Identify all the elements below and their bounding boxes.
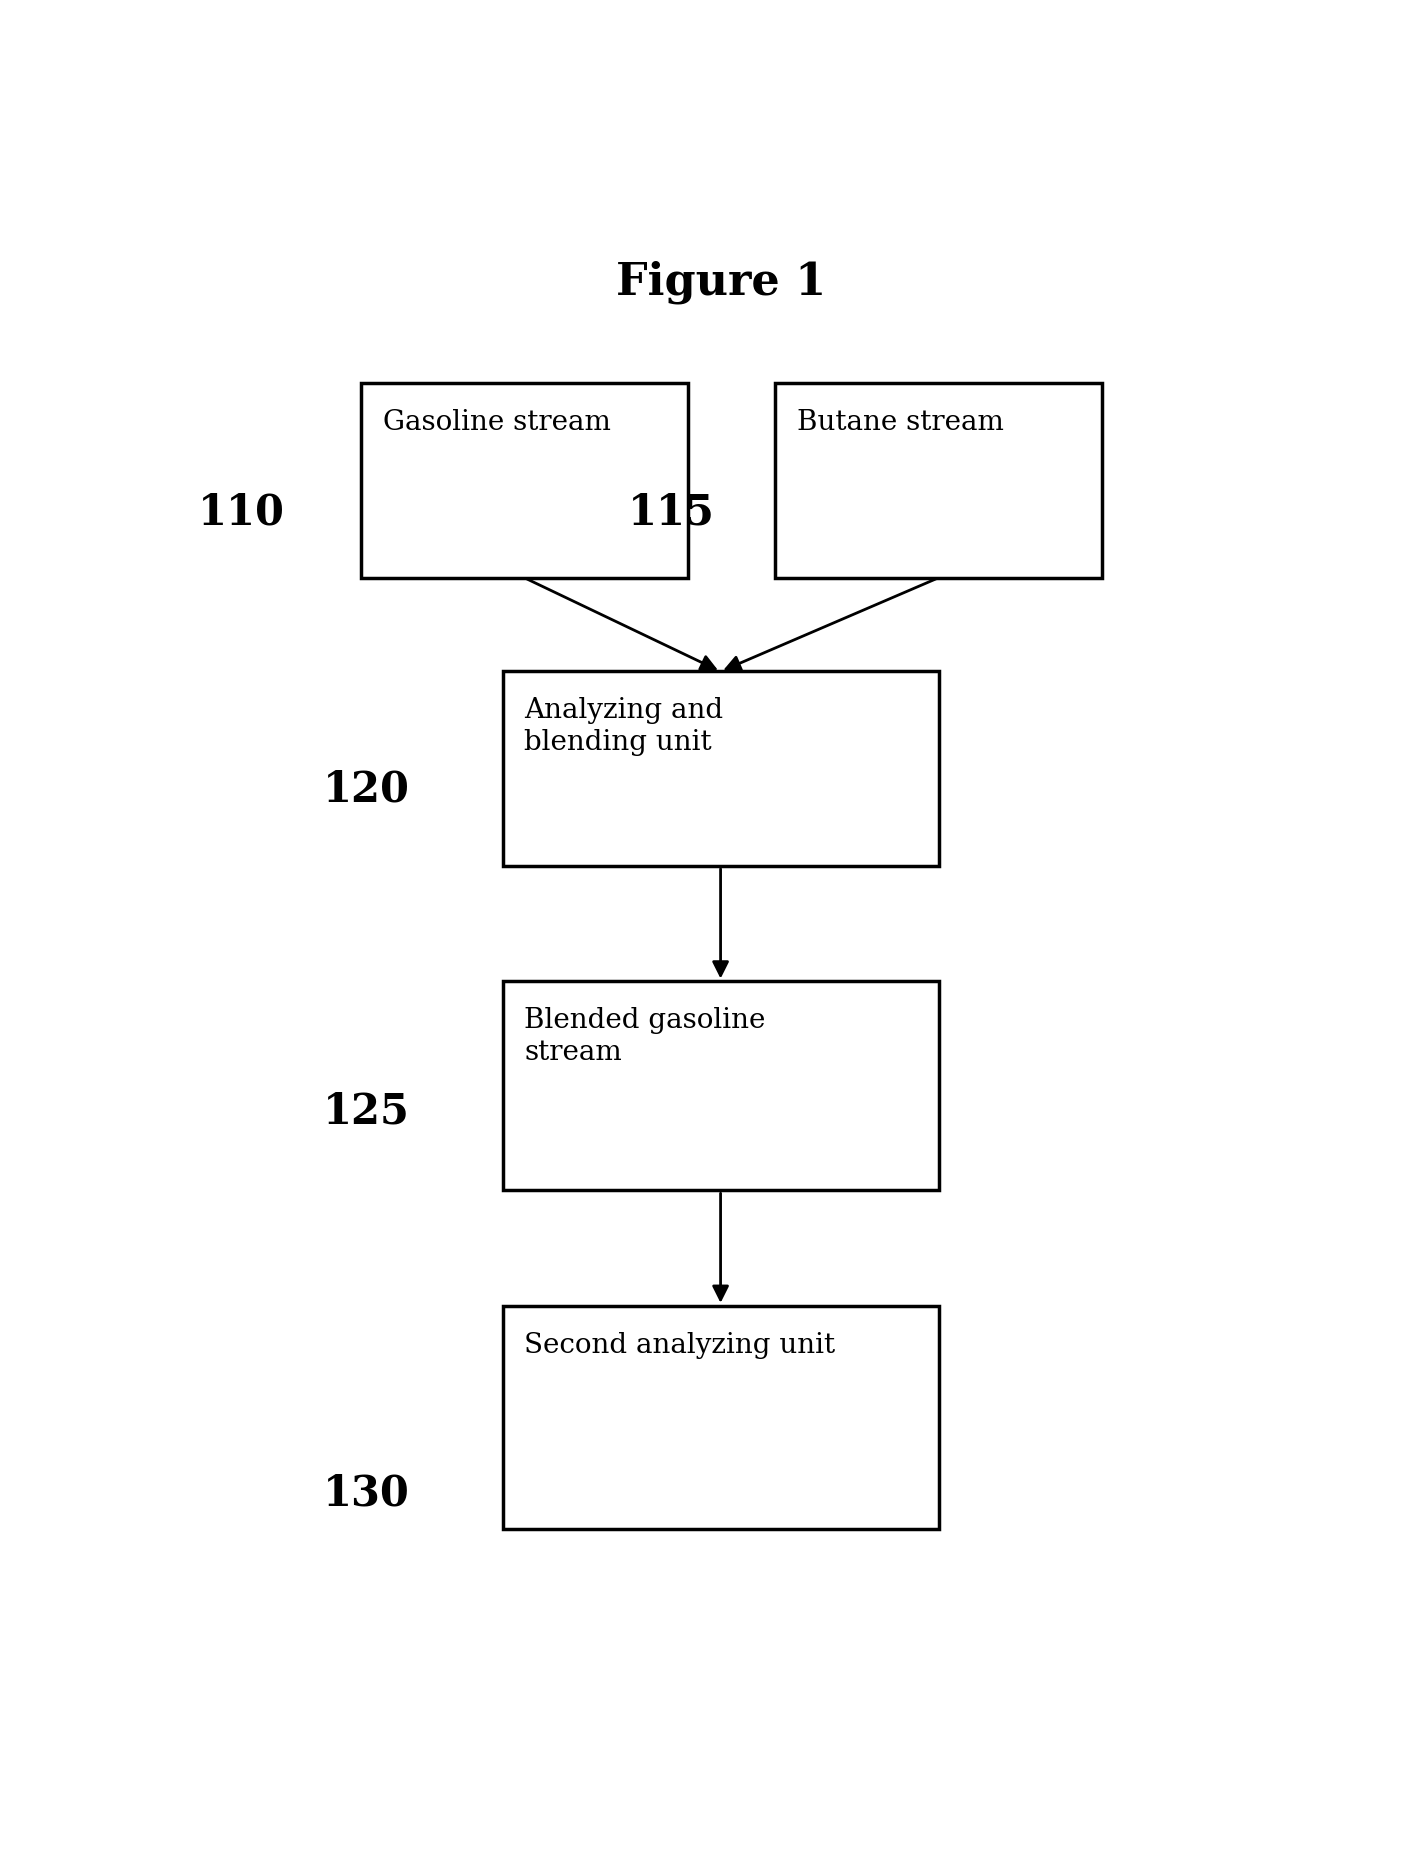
Text: 115: 115 — [628, 492, 716, 534]
Text: 130: 130 — [323, 1471, 411, 1514]
Text: Figure 1: Figure 1 — [616, 260, 825, 303]
FancyBboxPatch shape — [361, 384, 688, 578]
Text: Analyzing and
blending unit: Analyzing and blending unit — [524, 698, 724, 756]
FancyBboxPatch shape — [503, 1307, 939, 1529]
Text: 110: 110 — [198, 492, 284, 534]
FancyBboxPatch shape — [503, 981, 939, 1191]
Text: Gasoline stream: Gasoline stream — [382, 410, 610, 436]
Text: 120: 120 — [323, 769, 411, 811]
Text: 125: 125 — [323, 1090, 411, 1133]
FancyBboxPatch shape — [775, 384, 1102, 578]
FancyBboxPatch shape — [503, 672, 939, 867]
Text: Butane stream: Butane stream — [797, 410, 1004, 436]
Text: Blended gasoline
stream: Blended gasoline stream — [524, 1007, 766, 1065]
Text: Second analyzing unit: Second analyzing unit — [524, 1331, 835, 1359]
